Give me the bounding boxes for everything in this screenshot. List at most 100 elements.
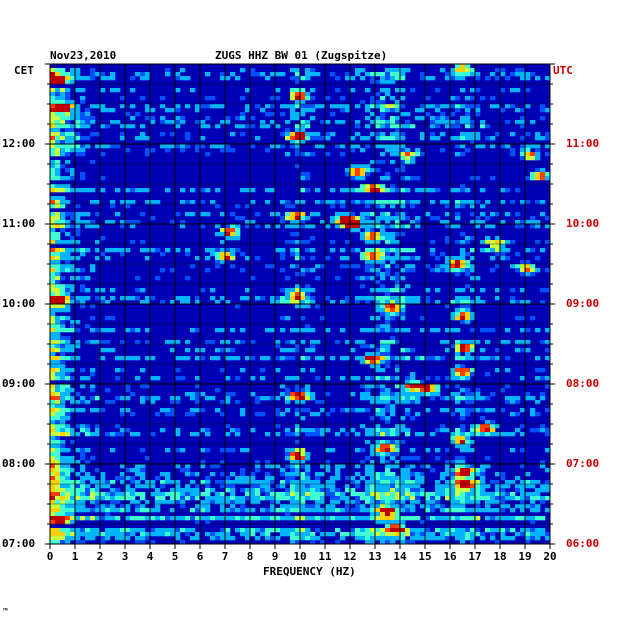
heatmap-cell: [385, 532, 391, 537]
heatmap-cell: [335, 276, 341, 281]
heatmap-cell: [455, 536, 461, 541]
heatmap-cell: [405, 472, 411, 477]
heatmap-cell: [65, 148, 71, 153]
heatmap-cell: [400, 268, 406, 273]
heatmap-cell: [360, 100, 366, 105]
heatmap-cell: [185, 392, 191, 397]
heatmap-cell: [475, 300, 481, 305]
heatmap-cell: [330, 220, 336, 225]
heatmap-cell: [300, 104, 306, 109]
heatmap-cell: [390, 232, 396, 237]
heatmap-cell: [105, 432, 111, 437]
heatmap-cell: [485, 248, 491, 253]
heatmap-cell: [215, 256, 221, 261]
heatmap-cell: [70, 388, 76, 393]
heatmap-cell: [380, 108, 386, 113]
heatmap-cell: [380, 80, 386, 85]
heatmap-cell: [345, 504, 351, 509]
heatmap-cell: [265, 496, 271, 501]
heatmap-cell: [355, 464, 361, 469]
heatmap-cell: [165, 480, 171, 485]
heatmap-cell: [355, 472, 361, 477]
heatmap-cell: [50, 292, 56, 297]
heatmap-cell: [310, 508, 316, 513]
heatmap-cell: [135, 480, 141, 485]
heatmap-cell: [205, 152, 211, 157]
heatmap-cell: [495, 76, 501, 81]
heatmap-cell: [295, 468, 301, 473]
heatmap-cell: [525, 480, 531, 485]
heatmap-cell: [60, 104, 66, 109]
heatmap-cell: [500, 492, 506, 497]
heatmap-cell: [230, 228, 236, 233]
heatmap-cell: [340, 212, 346, 217]
heatmap-cell: [125, 516, 131, 521]
heatmap-cell: [285, 288, 291, 293]
heatmap-cell: [90, 160, 96, 165]
heatmap-cell: [195, 520, 201, 525]
heatmap-cell: [165, 408, 171, 413]
heatmap-cell: [70, 400, 76, 405]
heatmap-cell: [395, 280, 401, 285]
heatmap-cell: [240, 368, 246, 373]
heatmap-cell: [360, 408, 366, 413]
heatmap-cell: [65, 256, 71, 261]
heatmap-cell: [145, 532, 151, 537]
heatmap-cell: [340, 256, 346, 261]
heatmap-cell: [270, 464, 276, 469]
heatmap-cell: [180, 492, 186, 497]
heatmap-cell: [300, 496, 306, 501]
heatmap-cell: [265, 148, 271, 153]
heatmap-cell: [320, 488, 326, 493]
heatmap-cell: [480, 508, 486, 513]
heatmap-cell: [330, 508, 336, 513]
heatmap-cell: [60, 408, 66, 413]
heatmap-cell: [510, 432, 516, 437]
heatmap-cell: [255, 496, 261, 501]
chart-title: ZUGS HHZ BW 01 (Zugspitze): [215, 49, 388, 62]
heatmap-cell: [390, 312, 396, 317]
heatmap-cell: [105, 76, 111, 81]
heatmap-cell: [155, 500, 161, 505]
heatmap-cell: [450, 136, 456, 141]
heatmap-cell: [125, 496, 131, 501]
heatmap-cell: [125, 388, 131, 393]
heatmap-cell: [510, 148, 516, 153]
heatmap-cell: [60, 492, 66, 497]
heatmap-cell: [55, 368, 61, 373]
heatmap-cell: [415, 480, 421, 485]
heatmap-cell: [290, 232, 296, 237]
heatmap-cell: [250, 472, 256, 477]
heatmap-cell: [425, 408, 431, 413]
heatmap-cell: [100, 328, 106, 333]
heatmap-cell: [545, 448, 551, 453]
heatmap-cell: [175, 492, 181, 497]
heatmap-cell: [520, 260, 526, 265]
heatmap-cell: [80, 468, 86, 473]
heatmap-cell: [210, 396, 216, 401]
heatmap-cell: [230, 428, 236, 433]
heatmap-cell: [55, 168, 61, 173]
heatmap-cell: [290, 508, 296, 513]
heatmap-cell: [465, 464, 471, 469]
heatmap-cell: [370, 200, 376, 205]
heatmap-cell: [520, 532, 526, 537]
heatmap-cell: [240, 480, 246, 485]
heatmap-cell: [300, 76, 306, 81]
heatmap-cell: [405, 540, 411, 545]
heatmap-cell: [65, 184, 71, 189]
heatmap-cell: [200, 448, 206, 453]
heatmap-cell: [275, 516, 281, 521]
heatmap-cell: [450, 260, 456, 265]
heatmap-cell: [420, 536, 426, 541]
heatmap-cell: [50, 88, 56, 93]
heatmap-cell: [380, 88, 386, 93]
heatmap-cell: [205, 116, 211, 121]
heatmap-cell: [325, 152, 331, 157]
heatmap-cell: [55, 212, 61, 217]
heatmap-cell: [265, 476, 271, 481]
heatmap-cell: [380, 344, 386, 349]
heatmap-cell: [465, 532, 471, 537]
heatmap-cell: [300, 508, 306, 513]
heatmap-cell: [405, 532, 411, 537]
